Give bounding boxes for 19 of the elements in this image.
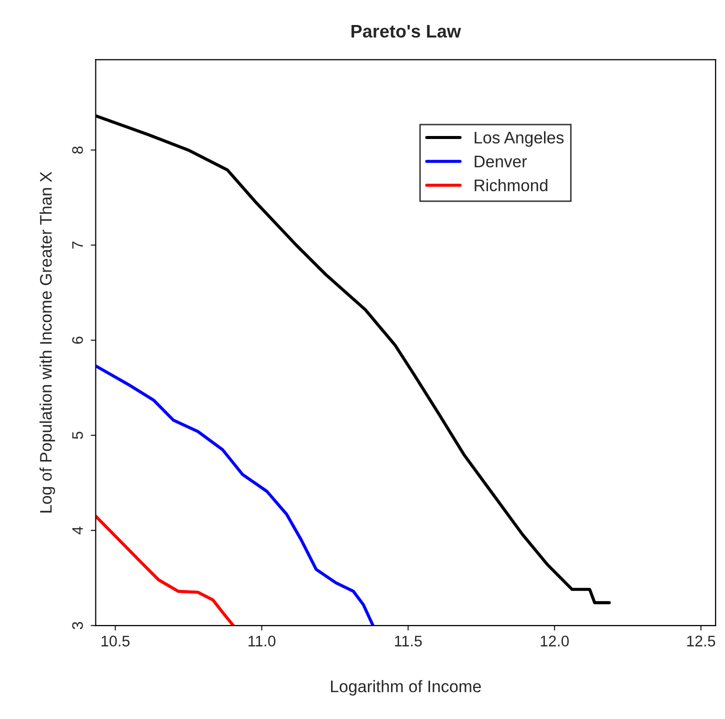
- x-tick-label: 11.5: [394, 636, 422, 646]
- x-tick-label: 12.5: [687, 636, 716, 646]
- y-tick-label: 3: [72, 622, 83, 630]
- legend-label: Denver: [474, 156, 527, 168]
- line-series: [96, 514, 235, 626]
- x-tick-label: 10.5: [102, 636, 130, 646]
- x-axis-title: Logarithm of Income: [331, 680, 481, 696]
- line-series: [96, 364, 375, 626]
- y-tick-label: 7: [72, 242, 83, 249]
- x-tick-label: 11.0: [248, 636, 276, 646]
- x-tick-label: 12.0: [540, 636, 569, 646]
- chart-title: Pareto's Law: [352, 25, 462, 38]
- y-tick-label: 5: [72, 432, 83, 439]
- y-axis-title: Log of Population with Income Greater Than X: [40, 172, 56, 512]
- y-tick-label: 8: [72, 146, 83, 154]
- legend-label: Richmond: [474, 179, 548, 192]
- legend-label: Los Angeles: [474, 131, 564, 147]
- y-tick-label: 4: [72, 526, 83, 534]
- y-tick-label: 6: [72, 336, 83, 344]
